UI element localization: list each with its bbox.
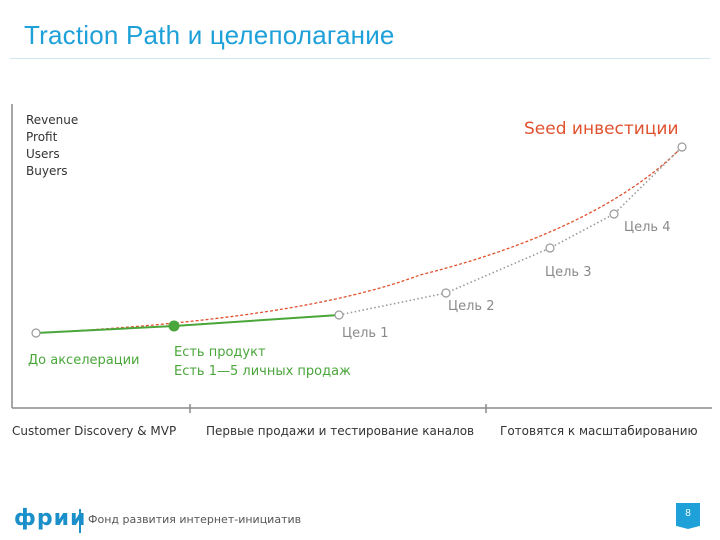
metric-buyers: Buyers	[26, 164, 68, 178]
stage-first-sales: Первые продажи и тестирование каналов	[206, 424, 475, 438]
title-divider	[10, 58, 710, 59]
footer-org-name: Фонд развития интернет-инициатив	[88, 513, 302, 526]
label-goal-1: Цель 1	[342, 326, 388, 341]
point-current	[168, 320, 180, 332]
slide-title: Traction Path и целеполагание	[24, 20, 395, 50]
label-goal-3: Цель 3	[545, 265, 591, 280]
point-goal-3	[545, 243, 555, 253]
footer-divider	[79, 509, 81, 533]
stage-scaling: Готовятся к масштабированию	[500, 424, 698, 438]
metric-profit: Profit	[26, 130, 58, 144]
frii-logo: фрии	[14, 506, 87, 531]
point-target	[677, 142, 687, 152]
stage-customer-discovery: Customer Discovery & MVP	[12, 424, 177, 438]
seed-label: Seed инвестиции	[524, 119, 679, 139]
point-goal-2	[441, 288, 451, 298]
page-number: 8	[676, 503, 700, 529]
point-goal-1	[334, 310, 344, 320]
label-goal-2: Цель 2	[448, 299, 494, 314]
goals-line	[338, 146, 683, 316]
point-start	[31, 328, 41, 338]
label-current-line-2: Есть 1—5 личных продаж	[174, 364, 351, 379]
label-goal-4: Цель 4	[624, 220, 670, 235]
seed-curve	[35, 146, 683, 334]
point-goal-4	[609, 209, 619, 219]
metric-users: Users	[26, 147, 60, 161]
label-current-line-1: Есть продукт	[174, 345, 266, 360]
metric-revenue: Revenue	[26, 113, 78, 127]
label-start: До акселерации	[28, 353, 139, 368]
progress-line	[35, 314, 340, 334]
